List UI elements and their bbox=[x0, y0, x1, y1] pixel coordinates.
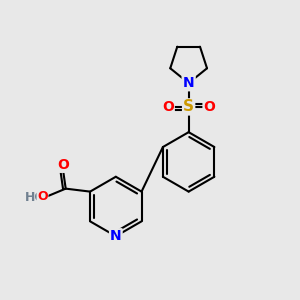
Text: S: S bbox=[183, 99, 194, 114]
Text: O: O bbox=[162, 100, 174, 114]
Text: N: N bbox=[110, 229, 122, 243]
Text: HO: HO bbox=[25, 191, 46, 204]
Text: N: N bbox=[183, 76, 194, 90]
Text: O: O bbox=[203, 100, 215, 114]
Text: O: O bbox=[57, 158, 69, 172]
Text: N: N bbox=[183, 76, 194, 90]
Text: O: O bbox=[37, 190, 48, 203]
